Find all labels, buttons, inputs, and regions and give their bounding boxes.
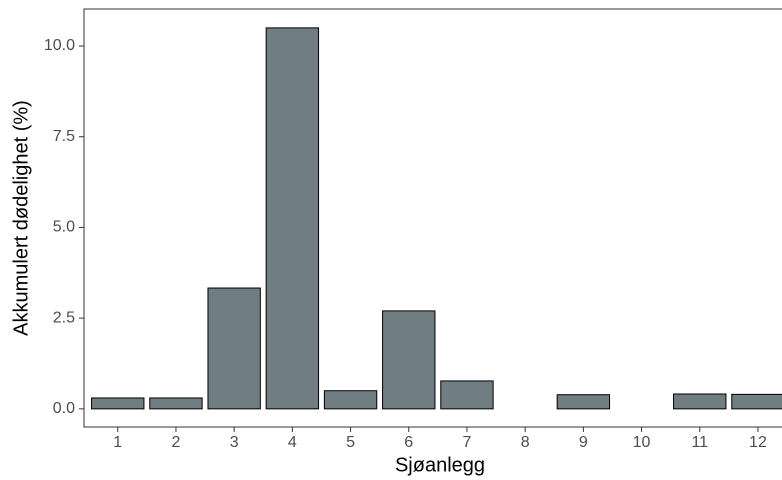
- y-axis-title: Akkumulert dødelighet (%): [10, 100, 32, 336]
- x-tick-label: 7: [463, 434, 472, 451]
- x-tick-label: 12: [749, 434, 767, 451]
- bar: [731, 393, 782, 410]
- x-tick-label: 3: [230, 434, 239, 451]
- bar: [382, 310, 436, 410]
- y-tick-label: 5.0: [53, 219, 75, 236]
- bar: [265, 27, 320, 410]
- bar: [91, 397, 145, 410]
- x-axis-title: Sjøanlegg: [395, 454, 485, 476]
- x-tick-label: 9: [579, 434, 588, 451]
- bar: [673, 393, 727, 410]
- y-tick-label: 10.0: [44, 37, 75, 54]
- x-tick-label: 5: [346, 434, 355, 451]
- y-tick-label: 7.5: [53, 128, 75, 145]
- bar: [149, 397, 203, 410]
- bar: [556, 394, 611, 410]
- x-tick-label: 4: [288, 434, 297, 451]
- x-tick-label: 6: [404, 434, 413, 451]
- x-tick-label: 2: [172, 434, 181, 451]
- bar: [440, 380, 494, 410]
- x-tick-label: 10: [633, 434, 651, 451]
- x-tick-label: 11: [691, 434, 708, 451]
- bar: [207, 287, 261, 410]
- y-tick-label: 0.0: [53, 400, 75, 417]
- x-tick-label: 8: [521, 434, 530, 451]
- x-tick-label: 1: [113, 434, 122, 451]
- bar: [323, 390, 378, 410]
- y-tick-label: 2.5: [53, 309, 75, 326]
- plot-border: [83, 8, 782, 428]
